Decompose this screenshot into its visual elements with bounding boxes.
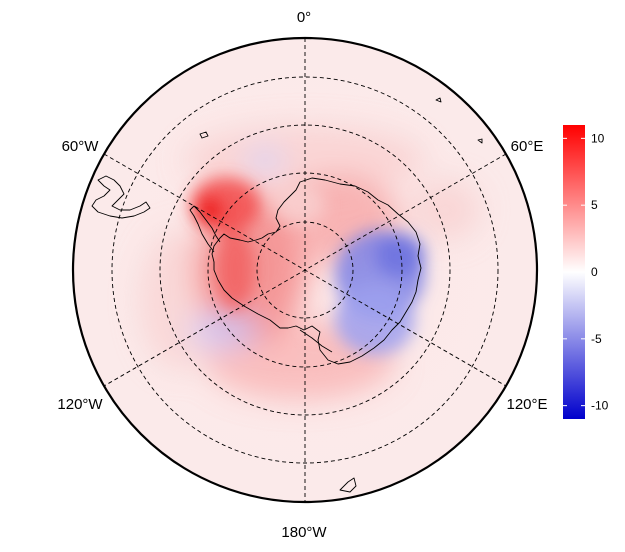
island-outline bbox=[199, 131, 209, 139]
colorbar-tick-label: 10 bbox=[591, 131, 605, 145]
colorbar-tick-label: -5 bbox=[591, 332, 602, 346]
colorbar-gradient bbox=[563, 125, 585, 419]
colorbar-tick-label: 5 bbox=[591, 198, 598, 212]
latitude-circle bbox=[111, 76, 499, 464]
south-america-coastline bbox=[91, 175, 151, 219]
longitude-label-60e: 60°E bbox=[511, 138, 544, 155]
longitude-label-0: 0° bbox=[297, 9, 311, 26]
new-zealand-coastline bbox=[339, 477, 357, 493]
longitude-label-120w: 120°W bbox=[57, 396, 103, 413]
colorbar-tick-label: 0 bbox=[591, 265, 598, 279]
longitude-label-120e: 120°E bbox=[506, 396, 547, 413]
antarctic-peninsula-coastline bbox=[189, 205, 221, 253]
longitude-label-60w: 60°W bbox=[62, 138, 100, 155]
colorbar-ticks: 10 5 0 -5 -10 bbox=[563, 131, 609, 413]
meridian-line bbox=[103, 153, 507, 387]
latitude-circle bbox=[159, 124, 451, 416]
coastlines bbox=[91, 97, 483, 493]
ross-ice-shelf-edge bbox=[299, 329, 333, 353]
anomaly-field bbox=[73, 38, 537, 502]
colorbar-tick-label: -10 bbox=[591, 399, 609, 413]
graticule bbox=[103, 38, 507, 502]
longitude-label-180w: 180°W bbox=[281, 524, 327, 541]
island-outline bbox=[435, 97, 442, 103]
island-outline bbox=[477, 138, 483, 144]
map-boundary bbox=[71, 36, 539, 504]
antarctica-coastline bbox=[211, 177, 422, 365]
colorbar: 10 5 0 -5 -10 bbox=[563, 125, 609, 419]
